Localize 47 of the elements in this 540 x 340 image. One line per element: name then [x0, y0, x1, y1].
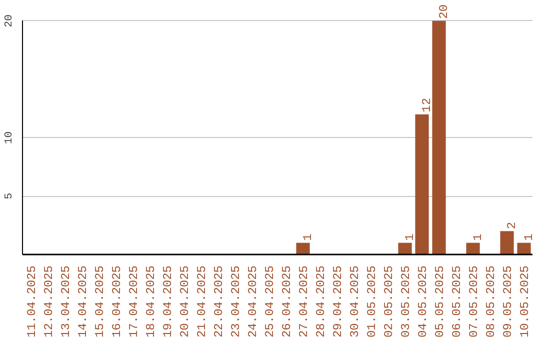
x-tick-label: 19.04.2025 [161, 265, 175, 338]
bar [415, 114, 429, 254]
x-tick-label: 21.04.2025 [195, 265, 209, 338]
x-tick-label: 26.04.2025 [280, 265, 294, 338]
data-label: 20 [437, 4, 451, 19]
bar [517, 242, 531, 254]
x-tick-label: 18.04.2025 [144, 265, 158, 338]
y-tick-label: 10 [4, 131, 16, 144]
x-tick-label: 08.05.2025 [484, 265, 498, 338]
x-tick-label: 10.05.2025 [518, 265, 532, 338]
x-tick-label: 14.04.2025 [76, 265, 90, 338]
x-tick-label: 06.05.2025 [450, 265, 464, 338]
bar [466, 242, 480, 254]
x-tick-label: 28.04.2025 [314, 265, 328, 338]
x-tick-label: 09.05.2025 [501, 265, 515, 338]
data-label: 2 [505, 222, 519, 230]
x-tick-label: 12.04.2025 [42, 265, 56, 338]
bar [500, 231, 514, 254]
data-label: 12 [420, 98, 434, 112]
data-label: 1 [301, 234, 315, 241]
x-tick-label: 23.04.2025 [229, 265, 243, 338]
y-tick-label: 5 [4, 192, 16, 200]
bar [296, 242, 310, 254]
x-tick-label: 01.05.2025 [365, 265, 379, 338]
x-tick-label: 07.05.2025 [467, 265, 481, 338]
x-tick-label: 25.04.2025 [263, 265, 277, 338]
x-tick-label: 05.05.2025 [433, 265, 447, 338]
x-tick-label: 11.04.2025 [25, 265, 39, 338]
x-tick-label: 24.04.2025 [246, 265, 260, 338]
data-label: 1 [471, 234, 485, 241]
data-label: 1 [522, 234, 536, 241]
x-tick-label: 22.04.2025 [212, 265, 226, 338]
x-tick-label: 15.04.2025 [93, 265, 107, 338]
x-tick-label: 02.05.2025 [382, 265, 396, 338]
y-tick-label: 20 [4, 14, 16, 28]
x-tick-label: 17.04.2025 [127, 265, 141, 338]
x-tick-label: 03.05.2025 [399, 265, 413, 338]
x-tick-label: 20.04.2025 [178, 265, 192, 338]
bar [398, 242, 412, 254]
x-tick-label: 16.04.2025 [110, 265, 124, 338]
x-tick-label: 27.04.2025 [297, 265, 311, 338]
x-tick-label: 04.05.2025 [416, 265, 430, 338]
data-label: 1 [403, 234, 417, 241]
x-tick-label: 13.04.2025 [59, 265, 73, 338]
x-tick-label: 30.04.2025 [348, 265, 362, 338]
x-tick-label: 29.04.2025 [331, 265, 345, 338]
bar [432, 20, 446, 254]
